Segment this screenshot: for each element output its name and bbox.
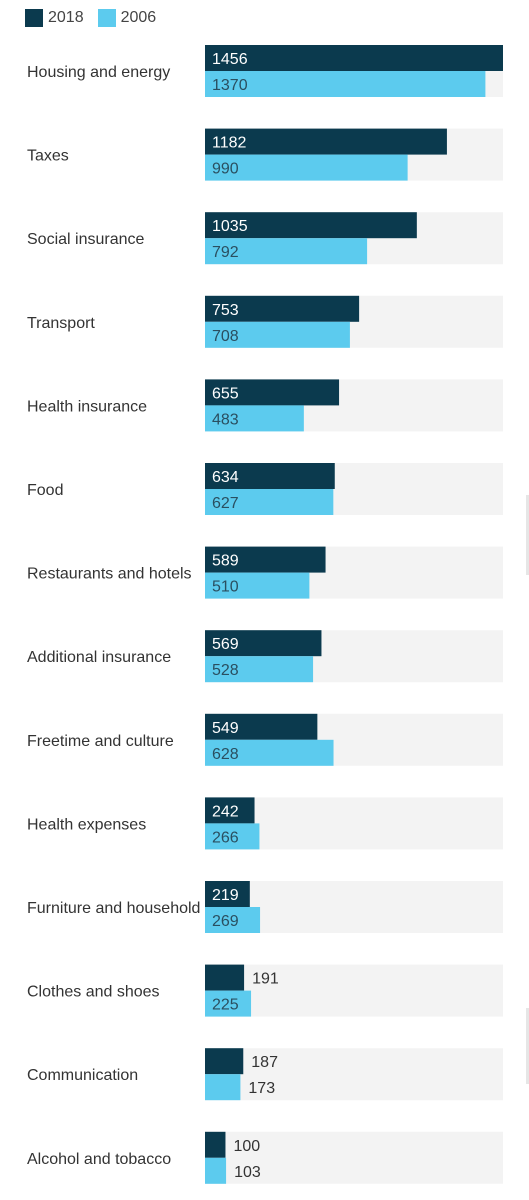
category-label-taxes: Taxes [27, 148, 69, 165]
bar-2018-transport[interactable] [205, 295, 360, 322]
bar-track-communication [205, 1048, 503, 1101]
legend-label-2018: 2018 [48, 9, 84, 26]
value-label-2018-taxes: 1182 [212, 135, 247, 152]
value-label-2006-housing-and-energy: 1370 [212, 77, 248, 94]
value-label-2018-food: 634 [212, 469, 239, 486]
bar-group-health-expenses: Health expenses 242 266 [27, 797, 503, 850]
bar-2006-social-insurance[interactable] [205, 238, 368, 265]
bar-group-restaurants-and-hotels: Restaurants and hotels 589 510 [27, 546, 503, 599]
bar-2018-health-expenses[interactable] [205, 797, 255, 824]
bar-group-furniture-and-household: Furniture and household 219 269 [27, 881, 503, 933]
bar-2006-freetime-and-culture[interactable] [205, 739, 334, 766]
bar-2006-food[interactable] [205, 489, 334, 515]
bar-2018-food[interactable] [205, 463, 335, 489]
bar-group-clothes-and-shoes: Clothes and shoes 191 225 [27, 964, 503, 1017]
bar-2006-health-expenses[interactable] [205, 823, 260, 850]
bar-2006-additional-insurance[interactable] [205, 656, 314, 683]
category-label-food: Food [27, 482, 63, 499]
bar-2006-clothes-and-shoes[interactable] [205, 990, 252, 1017]
category-label-furniture-and-household: Furniture and household [27, 900, 200, 917]
bar-track-alcohol-and-tobacco [205, 1131, 503, 1184]
bar-group-communication: Communication 187 173 [27, 1048, 503, 1101]
bar-2018-clothes-and-shoes[interactable] [205, 964, 245, 991]
category-label-clothes-and-shoes: Clothes and shoes [27, 984, 160, 1001]
bar-2018-additional-insurance[interactable] [205, 630, 322, 657]
bar-2018-housing-and-energy[interactable] [205, 45, 503, 71]
value-label-2006-clothes-and-shoes: 225 [212, 997, 239, 1014]
category-label-health-insurance: Health insurance [27, 398, 147, 415]
bar-2006-housing-and-energy[interactable] [205, 71, 486, 97]
scrollbar-marker-upper [526, 495, 529, 575]
bar-2018-health-insurance[interactable] [205, 379, 340, 406]
category-label-restaurants-and-hotels: Restaurants and hotels [27, 566, 192, 583]
category-label-health-expenses: Health expenses [27, 816, 146, 833]
bar-track-clothes-and-shoes [205, 964, 503, 1017]
value-label-2018-health-insurance: 655 [212, 385, 239, 402]
value-label-2006-alcohol-and-tobacco: 103 [234, 1164, 261, 1181]
bar-group-alcohol-and-tobacco: Alcohol and tobacco 100 103 [27, 1131, 503, 1184]
bar-2006-restaurants-and-hotels[interactable] [205, 572, 310, 599]
category-label-communication: Communication [27, 1067, 138, 1084]
legend-swatch-2006 [97, 9, 116, 27]
value-label-2006-furniture-and-household: 269 [212, 913, 239, 930]
legend-item-2018[interactable]: 2018 [25, 9, 84, 27]
bar-2006-alcohol-and-tobacco[interactable] [205, 1157, 227, 1184]
bar-group-additional-insurance: Additional insurance 569 528 [27, 630, 503, 683]
value-label-2018-communication: 187 [251, 1054, 278, 1071]
bar-2018-freetime-and-culture[interactable] [205, 713, 318, 740]
value-label-2006-additional-insurance: 528 [212, 662, 239, 679]
value-label-2018-social-insurance: 1035 [212, 218, 248, 235]
category-label-social-insurance: Social insurance [27, 231, 145, 248]
bar-2018-alcohol-and-tobacco[interactable] [205, 1131, 226, 1158]
legend-item-2006[interactable]: 2006 [97, 9, 157, 27]
bar-2006-communication[interactable] [205, 1074, 241, 1101]
bar-2018-restaurants-and-hotels[interactable] [205, 546, 326, 573]
value-label-2006-food: 627 [212, 495, 239, 512]
bar-group-housing-and-energy: Housing and energy 1456 1370 [27, 45, 503, 97]
bar-2018-communication[interactable] [205, 1048, 244, 1075]
value-label-2018-housing-and-energy: 1456 [212, 51, 248, 68]
bar-2006-transport[interactable] [205, 321, 350, 348]
bar-group-social-insurance: Social insurance 1035 792 [27, 212, 503, 265]
value-label-2006-restaurants-and-hotels: 510 [212, 579, 239, 596]
value-label-2018-clothes-and-shoes: 191 [252, 971, 279, 988]
value-label-2006-transport: 708 [212, 328, 239, 345]
legend: 2018 2006 [25, 9, 170, 27]
category-label-housing-and-energy: Housing and energy [27, 64, 170, 81]
category-label-transport: Transport [27, 315, 95, 332]
bar-2006-health-insurance[interactable] [205, 405, 304, 432]
value-label-2018-freetime-and-culture: 549 [212, 720, 239, 737]
legend-label-2006: 2006 [120, 9, 157, 26]
value-label-2018-additional-insurance: 569 [212, 636, 239, 653]
legend-swatch-2018 [25, 9, 43, 27]
category-label-freetime-and-culture: Freetime and culture [27, 733, 174, 750]
value-label-2006-social-insurance: 792 [212, 244, 239, 261]
bar-group-food: Food 634 627 [27, 463, 503, 515]
bar-group-taxes: Taxes 1182 990 [27, 128, 503, 181]
category-label-additional-insurance: Additional insurance [27, 649, 171, 666]
value-label-2006-taxes: 990 [212, 161, 239, 178]
bar-group-freetime-and-culture: Freetime and culture 549 628 [27, 713, 503, 766]
bar-2006-furniture-and-household[interactable] [205, 907, 261, 933]
value-label-2006-health-insurance: 483 [212, 411, 239, 428]
bar-2018-taxes[interactable] [205, 128, 447, 155]
value-label-2006-communication: 173 [248, 1080, 275, 1097]
bar-2018-furniture-and-household[interactable] [205, 881, 250, 907]
bar-2018-social-insurance[interactable] [205, 212, 417, 239]
bar-2006-taxes[interactable] [205, 154, 408, 181]
value-label-2018-furniture-and-household: 219 [212, 887, 239, 904]
scrollbar-marker-lower [526, 1008, 529, 1084]
bar-group-transport: Transport 753 708 [27, 295, 503, 348]
value-label-2006-freetime-and-culture: 628 [212, 746, 239, 763]
value-label-2006-health-expenses: 266 [212, 829, 239, 846]
value-label-2018-health-expenses: 242 [212, 803, 239, 820]
value-label-2018-restaurants-and-hotels: 589 [212, 553, 239, 570]
bar-group-health-insurance: Health insurance 655 483 [27, 379, 503, 432]
category-label-alcohol-and-tobacco: Alcohol and tobacco [27, 1151, 171, 1168]
value-label-2018-alcohol-and-tobacco: 100 [233, 1138, 260, 1155]
value-label-2018-transport: 753 [212, 302, 239, 319]
